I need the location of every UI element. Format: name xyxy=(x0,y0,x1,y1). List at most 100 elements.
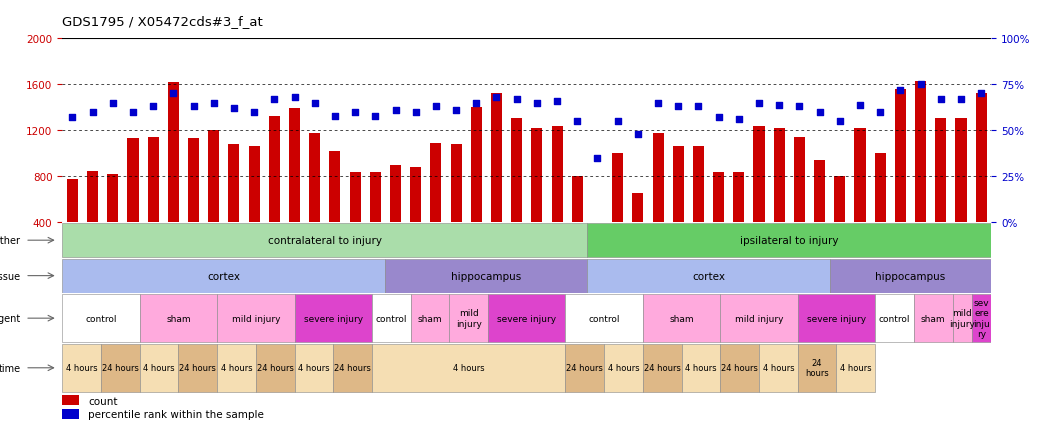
Text: sev
ere
inju
ry: sev ere inju ry xyxy=(974,298,990,339)
Point xyxy=(165,91,182,98)
Text: control: control xyxy=(879,314,910,323)
Bar xyxy=(168,83,179,223)
Bar xyxy=(837,344,875,392)
Bar xyxy=(773,129,785,223)
Text: 24 hours: 24 hours xyxy=(256,363,294,372)
Bar xyxy=(370,172,381,223)
Text: mild
injury: mild injury xyxy=(456,309,482,328)
Text: other: other xyxy=(0,236,21,246)
Point xyxy=(367,113,384,120)
Point xyxy=(206,100,222,107)
Bar xyxy=(572,177,582,223)
Bar xyxy=(188,139,199,223)
Bar xyxy=(128,139,138,223)
Bar xyxy=(217,344,255,392)
Bar xyxy=(673,147,684,223)
Bar xyxy=(913,295,953,342)
Bar xyxy=(329,152,340,223)
Bar xyxy=(798,344,837,392)
Text: 24 hours: 24 hours xyxy=(567,363,603,372)
Text: 24 hours: 24 hours xyxy=(721,363,758,372)
Point xyxy=(609,118,626,125)
Point xyxy=(428,104,444,111)
Point xyxy=(306,100,323,107)
Text: 4 hours: 4 hours xyxy=(298,363,330,372)
Point xyxy=(528,100,545,107)
Text: count: count xyxy=(88,396,117,406)
Text: contralateral to injury: contralateral to injury xyxy=(268,236,382,246)
Bar xyxy=(269,117,280,223)
Text: severe injury: severe injury xyxy=(304,314,363,323)
Text: cortex: cortex xyxy=(692,271,726,281)
Point xyxy=(145,104,162,111)
Bar xyxy=(653,133,663,223)
Text: 4 hours: 4 hours xyxy=(221,363,252,372)
Text: sham: sham xyxy=(921,314,946,323)
Point xyxy=(771,102,788,109)
Text: control: control xyxy=(589,314,620,323)
Point xyxy=(569,118,585,125)
Point xyxy=(246,109,263,116)
Bar xyxy=(632,193,644,223)
Bar xyxy=(798,295,875,342)
Text: 4 hours: 4 hours xyxy=(65,363,98,372)
Bar xyxy=(289,109,300,223)
Text: GDS1795 / X05472cds#3_f_at: GDS1795 / X05472cds#3_f_at xyxy=(62,15,263,28)
Point xyxy=(932,96,949,103)
Point xyxy=(84,109,101,116)
Bar xyxy=(410,168,421,223)
Text: 4 hours: 4 hours xyxy=(840,363,872,372)
Text: 24 hours: 24 hours xyxy=(180,363,216,372)
Point xyxy=(670,104,686,111)
Text: mild
injury: mild injury xyxy=(950,309,975,328)
Bar xyxy=(62,295,140,342)
Bar xyxy=(411,295,449,342)
Bar xyxy=(248,147,260,223)
Text: 24
hours: 24 hours xyxy=(805,358,829,378)
Point xyxy=(973,91,989,98)
Bar xyxy=(916,82,926,223)
Bar xyxy=(875,295,913,342)
Text: 4 hours: 4 hours xyxy=(685,363,717,372)
Bar xyxy=(450,145,462,223)
Bar xyxy=(531,129,543,223)
Bar xyxy=(431,144,441,223)
Bar xyxy=(385,259,588,293)
Text: 24 hours: 24 hours xyxy=(102,363,139,372)
Bar xyxy=(372,295,411,342)
Bar xyxy=(62,259,385,293)
Bar xyxy=(612,154,623,223)
Text: mild injury: mild injury xyxy=(231,314,280,323)
Point xyxy=(812,109,828,116)
Bar xyxy=(794,138,805,223)
Bar xyxy=(720,344,759,392)
Bar xyxy=(449,295,488,342)
Bar xyxy=(588,259,829,293)
Bar xyxy=(511,118,522,223)
Bar xyxy=(491,94,502,223)
Text: 4 hours: 4 hours xyxy=(143,363,174,372)
Bar xyxy=(875,154,885,223)
Bar xyxy=(720,295,798,342)
Bar xyxy=(62,395,79,405)
Bar xyxy=(976,94,987,223)
Bar xyxy=(935,118,947,223)
Point xyxy=(852,102,869,109)
Bar xyxy=(350,172,360,223)
Point xyxy=(731,116,747,123)
Bar xyxy=(87,171,99,223)
Bar xyxy=(895,90,906,223)
Bar xyxy=(682,344,720,392)
Bar xyxy=(854,129,866,223)
Point xyxy=(690,104,707,111)
Bar xyxy=(604,344,643,392)
Text: severe injury: severe injury xyxy=(807,314,866,323)
Text: time: time xyxy=(0,363,21,373)
Text: agent: agent xyxy=(0,313,21,323)
Bar xyxy=(759,344,798,392)
Bar xyxy=(551,126,563,223)
Point xyxy=(953,96,969,103)
Point xyxy=(105,100,121,107)
Bar xyxy=(372,344,566,392)
Bar xyxy=(147,138,159,223)
